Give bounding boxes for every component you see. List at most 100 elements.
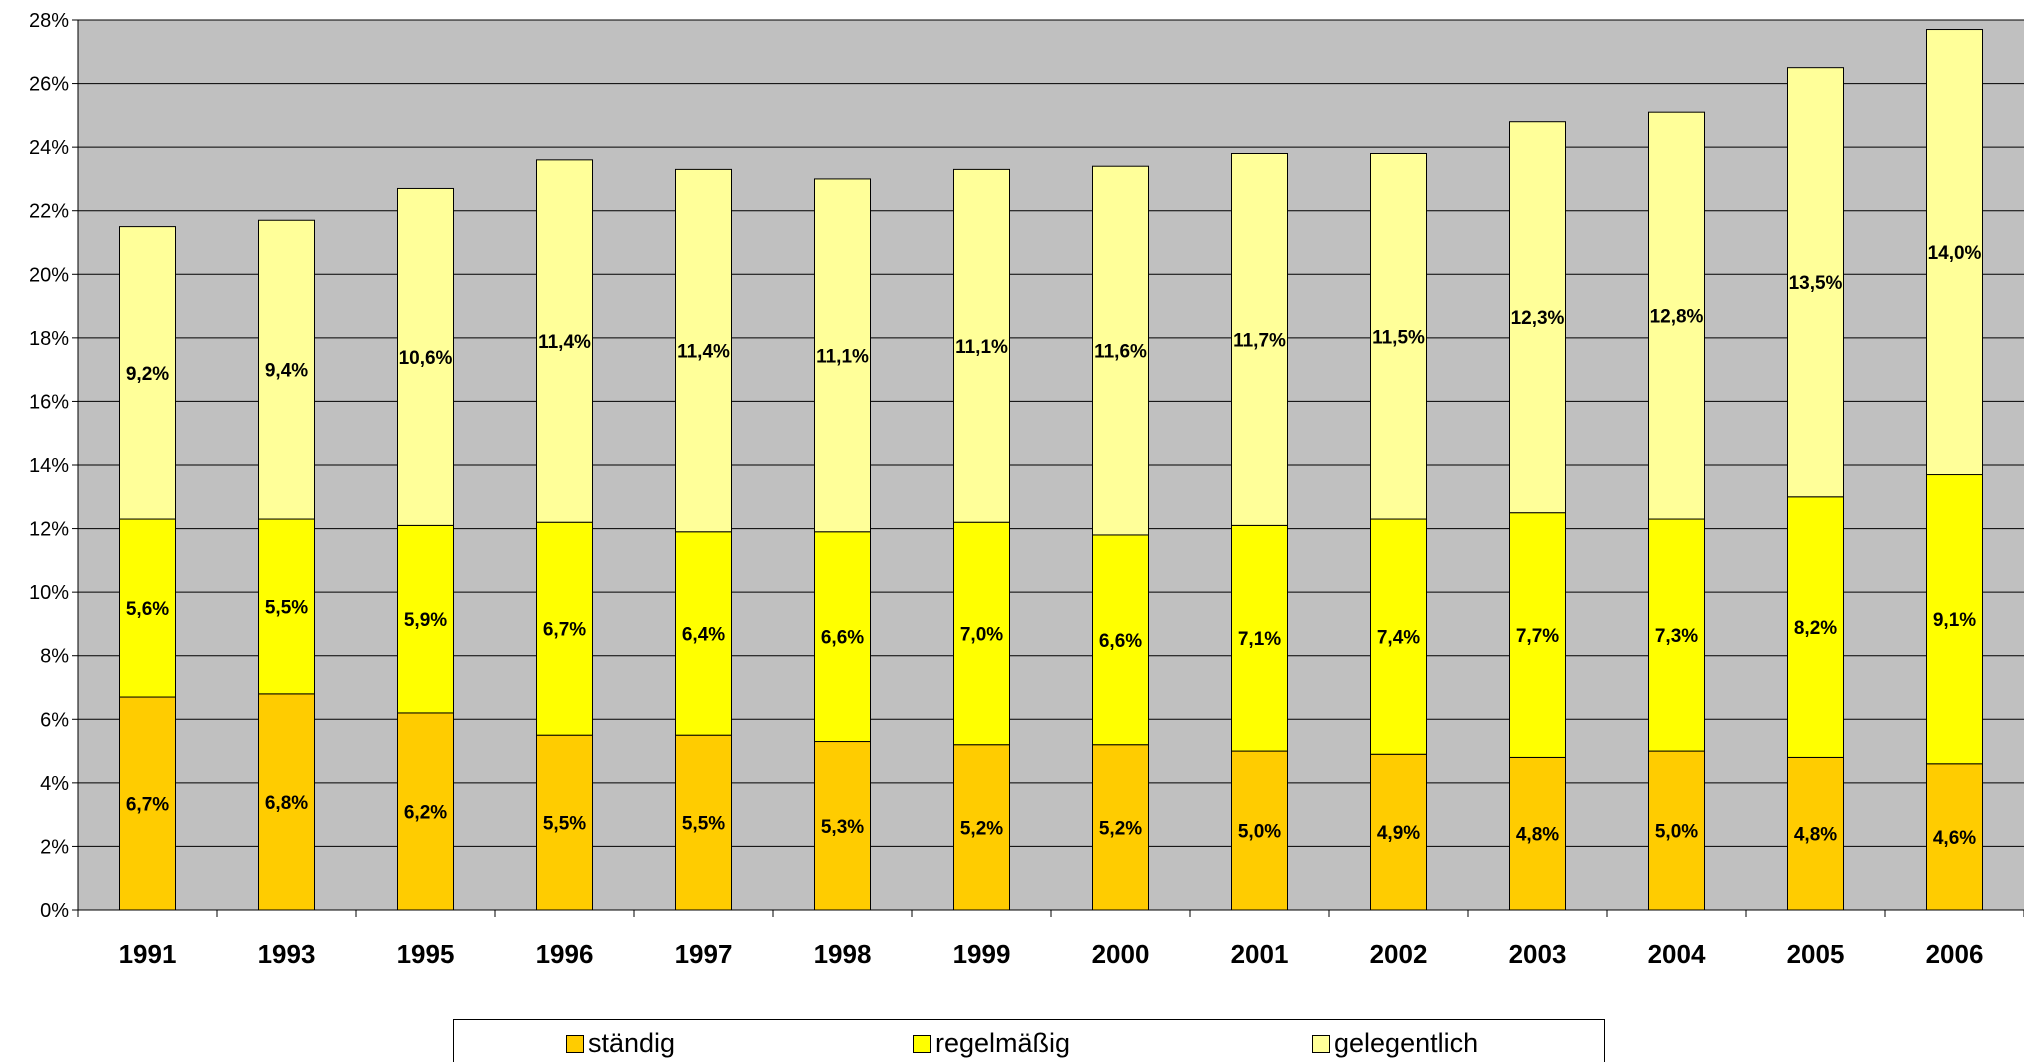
- x-tick-label: 1999: [953, 939, 1011, 969]
- data-label: 5,5%: [543, 814, 586, 835]
- data-label: 5,2%: [1099, 818, 1142, 839]
- legend-label-regelmaessig: regelmäßig: [935, 1028, 1071, 1058]
- data-label: 11,4%: [677, 342, 730, 363]
- x-tick-label: 2001: [1231, 939, 1289, 969]
- x-tick-label: 1993: [258, 939, 316, 969]
- y-tick-label: 4%: [40, 773, 69, 795]
- legend-swatch-staendig: [566, 1034, 584, 1053]
- data-label: 7,0%: [960, 624, 1003, 645]
- bar-segment: [1092, 744, 1149, 911]
- data-label: 11,4%: [538, 332, 591, 353]
- y-tick-label: 8%: [40, 646, 69, 668]
- data-label: 5,0%: [1238, 822, 1281, 843]
- bar-segment: [1509, 121, 1566, 514]
- bar-segment: [1509, 756, 1566, 911]
- x-tick-label: 2005: [1787, 939, 1845, 969]
- data-label: 6,6%: [821, 628, 864, 649]
- data-label: 13,5%: [1789, 273, 1843, 294]
- bar-segment: [1370, 518, 1427, 755]
- bar-segment: [1648, 518, 1705, 752]
- data-label: 5,5%: [682, 814, 725, 835]
- chart-legend: ständig regelmäßig gelegentlich: [453, 1019, 1605, 1062]
- bar-segment: [675, 168, 732, 533]
- data-label: 10,6%: [399, 348, 453, 369]
- bar-segment: [953, 521, 1010, 746]
- data-label: 5,9%: [404, 610, 447, 631]
- data-label: 9,2%: [126, 364, 169, 385]
- data-label: 11,1%: [816, 346, 869, 367]
- data-label: 9,1%: [1933, 610, 1976, 631]
- bar-segment: [119, 696, 176, 911]
- bar-segment: [953, 168, 1010, 523]
- data-label: 11,1%: [955, 337, 1008, 358]
- bar-segment: [814, 741, 871, 911]
- bar-segment: [1231, 750, 1288, 911]
- x-tick-label: 1996: [536, 939, 594, 969]
- data-label: 12,3%: [1511, 308, 1565, 329]
- bar-segment: [1787, 496, 1844, 758]
- bar-segment: [258, 518, 315, 695]
- legend-item-regelmaessig: regelmäßig: [913, 1028, 1070, 1059]
- data-label: 5,2%: [960, 818, 1003, 839]
- data-label: 6,7%: [543, 620, 586, 641]
- bar-segment: [536, 734, 593, 911]
- bar-segment: [1648, 750, 1705, 911]
- x-tick-label: 1995: [397, 939, 455, 969]
- data-label: 11,6%: [1094, 342, 1147, 363]
- data-label: 7,1%: [1238, 629, 1281, 650]
- bar-segment: [1370, 153, 1427, 520]
- data-label: 7,7%: [1516, 626, 1559, 647]
- bar-segment: [675, 531, 732, 736]
- y-tick-label: 14%: [29, 455, 69, 477]
- data-label: 4,9%: [1377, 823, 1420, 844]
- data-label: 6,6%: [1099, 631, 1142, 652]
- legend-swatch-gelegentlich: [1312, 1034, 1330, 1053]
- data-label: 4,8%: [1794, 825, 1837, 846]
- bar-segment: [258, 693, 315, 911]
- legend-swatch-regelmaessig: [913, 1034, 931, 1053]
- x-tick-label: 2002: [1370, 939, 1428, 969]
- bar-segment: [814, 531, 871, 743]
- data-label: 4,6%: [1933, 828, 1976, 849]
- bar-segment: [258, 219, 315, 520]
- x-tick-label: 1991: [119, 939, 177, 969]
- bar-segment: [1926, 29, 1983, 476]
- legend-label-gelegentlich: gelegentlich: [1334, 1028, 1479, 1058]
- data-label: 6,2%: [404, 802, 447, 823]
- data-label: 9,4%: [265, 361, 308, 382]
- data-label: 5,5%: [265, 597, 308, 618]
- y-tick-label: 6%: [40, 709, 69, 731]
- data-label: 4,8%: [1516, 825, 1559, 846]
- bar-segment: [1787, 756, 1844, 911]
- x-tick-label: 2004: [1648, 939, 1706, 969]
- data-label: 14,0%: [1928, 243, 1982, 264]
- y-tick-label: 24%: [29, 137, 69, 159]
- y-tick-label: 22%: [29, 201, 69, 223]
- bar-segment: [536, 159, 593, 523]
- x-tick-label: 1997: [675, 939, 733, 969]
- y-tick-label: 12%: [29, 519, 69, 541]
- bar-segment: [814, 178, 871, 533]
- bar-segment: [1231, 524, 1288, 752]
- data-label: 6,4%: [682, 624, 725, 645]
- bar-segment: [1092, 165, 1149, 536]
- data-label: 5,6%: [126, 599, 169, 620]
- data-label: 11,5%: [1372, 327, 1425, 348]
- y-tick-label: 28%: [29, 10, 69, 32]
- legend-label-staendig: ständig: [588, 1028, 676, 1058]
- bar-segment: [1370, 753, 1427, 911]
- data-label: 7,3%: [1655, 626, 1698, 647]
- bar-segment: [675, 734, 732, 911]
- y-tick-label: 0%: [40, 900, 69, 922]
- bar-segment: [1926, 763, 1983, 911]
- legend-item-staendig: ständig: [566, 1028, 675, 1059]
- data-label: 5,0%: [1655, 822, 1698, 843]
- data-label: 6,7%: [126, 795, 169, 816]
- y-tick-label: 10%: [29, 582, 69, 604]
- data-label: 6,8%: [265, 793, 308, 814]
- bar-segment: [119, 226, 176, 520]
- data-label: 5,3%: [821, 817, 864, 838]
- y-tick-label: 16%: [29, 391, 69, 413]
- bar-segment: [1648, 111, 1705, 520]
